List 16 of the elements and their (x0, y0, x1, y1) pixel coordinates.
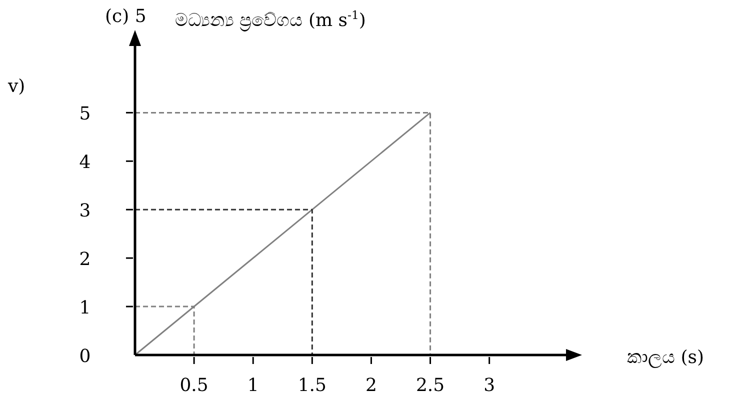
y-tick-label: 2 (79, 249, 91, 270)
y-tick-label: 3 (79, 200, 91, 222)
text: v) (7, 76, 26, 97)
x-axis-title: කාලය (s) (627, 347, 704, 368)
y-tick-label: 5 (79, 104, 91, 125)
y-tick-label: 0 (79, 346, 91, 367)
y-axis-title: මධ්‍යන්‍ය ප්‍රවේගය (m s$^{-1}$) (175, 8, 366, 31)
text: (c) 5 (105, 6, 146, 27)
x-tick-label: 1.5 (298, 375, 326, 396)
x-tick-label: 3 (484, 375, 496, 396)
x-tick-label: 2 (365, 375, 377, 396)
y-tick-label: 4 (79, 152, 91, 174)
x-tick-label: 0.5 (180, 375, 208, 396)
y-tick-label: 1 (79, 298, 91, 319)
x-tick-label: 2.5 (416, 375, 445, 396)
x-tick-label: 1 (247, 375, 259, 396)
